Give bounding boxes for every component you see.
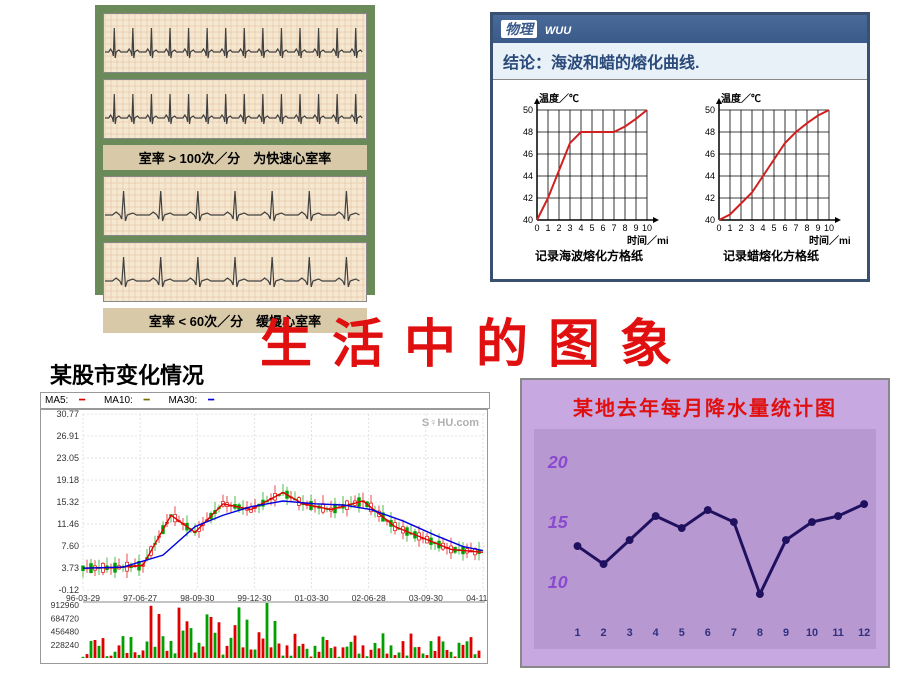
svg-text:2: 2 xyxy=(738,223,743,233)
svg-text:10: 10 xyxy=(824,223,834,233)
physics-body: 012345678910404244464850温度／℃时间／min 记录海波熔… xyxy=(493,80,867,279)
rainfall-title: 某地去年每月降水量统计图 xyxy=(534,392,876,421)
svg-text:7: 7 xyxy=(731,627,737,639)
svg-text:19.18: 19.18 xyxy=(56,475,79,485)
ecg-label-fast: 室率 > 100次／分 为快速心室率 xyxy=(103,145,367,170)
svg-text:时间／min: 时间／min xyxy=(627,234,669,245)
svg-text:228240: 228240 xyxy=(51,640,80,650)
svg-text:6: 6 xyxy=(705,627,711,639)
svg-text:2: 2 xyxy=(601,627,607,639)
physics-header: 物理 WUU xyxy=(493,15,867,43)
rainfall-chart: 101520123456789101112 xyxy=(534,429,876,649)
stock-panel: 某股市变化情况 MA5: ━ MA10: ━ MA30: ━ S♀HU.com-… xyxy=(40,358,490,658)
svg-text:9: 9 xyxy=(783,627,789,639)
ecg-strip-fast-2 xyxy=(103,79,367,139)
ecg-panel: 室率 > 100次／分 为快速心室率 室率 < 60次／分 缓慢心室率 xyxy=(95,5,375,295)
physics-panel: 物理 WUU 结论：海波和蜡的熔化曲线. 0123456789104042444… xyxy=(490,12,870,282)
caption-left: 记录海波熔化方格纸 xyxy=(535,247,643,264)
legend-ma30: MA30: ━ xyxy=(168,395,222,406)
svg-text:6: 6 xyxy=(782,223,787,233)
svg-text:7.60: 7.60 xyxy=(61,541,79,551)
ecg-wave-icon xyxy=(104,80,366,138)
svg-text:44: 44 xyxy=(705,171,715,181)
svg-text:44: 44 xyxy=(523,171,533,181)
svg-text:6: 6 xyxy=(600,223,605,233)
svg-text:4: 4 xyxy=(578,223,583,233)
svg-text:8: 8 xyxy=(804,223,809,233)
svg-text:50: 50 xyxy=(705,105,715,115)
svg-text:40: 40 xyxy=(523,215,533,225)
rainfall-panel: 某地去年每月降水量统计图 101520123456789101112 xyxy=(520,378,890,668)
svg-text:1: 1 xyxy=(545,223,550,233)
site-label: WUU xyxy=(545,25,571,37)
legend-ma10: MA10: ━ xyxy=(104,395,158,406)
svg-text:3: 3 xyxy=(567,223,572,233)
subject-tag: 物理 xyxy=(501,20,537,38)
svg-text:温度／℃: 温度／℃ xyxy=(539,92,579,105)
svg-text:42: 42 xyxy=(523,193,533,203)
svg-text:0: 0 xyxy=(716,223,721,233)
svg-text:42: 42 xyxy=(705,193,715,203)
svg-text:4: 4 xyxy=(760,223,765,233)
svg-text:3: 3 xyxy=(749,223,754,233)
ecg-strip-slow-1 xyxy=(103,176,367,236)
melting-chart-left: 0123456789 10 40 42 44 46 48 50 温度／℃ 时间／min 记录海波熔… xyxy=(509,90,669,269)
svg-text:0: 0 xyxy=(534,223,539,233)
line-chart-icon: 101520123456789101112 xyxy=(534,429,876,649)
svg-text:时间／min: 时间／min xyxy=(809,234,851,245)
svg-text:7: 7 xyxy=(793,223,798,233)
svg-text:10: 10 xyxy=(806,627,818,639)
physics-subtitle: 结论：海波和蜡的熔化曲线. xyxy=(493,43,867,80)
legend-ma5: MA5: ━ xyxy=(45,395,93,406)
svg-text:15.32: 15.32 xyxy=(56,497,79,507)
stock-title: 某股市变化情况 xyxy=(40,358,490,390)
svg-text:4: 4 xyxy=(653,627,659,639)
svg-text:48: 48 xyxy=(705,127,715,137)
ecg-wave-icon xyxy=(104,14,366,72)
svg-text:15: 15 xyxy=(548,512,569,532)
svg-text:11.46: 11.46 xyxy=(57,519,79,529)
stock-legend: MA5: ━ MA10: ━ MA30: ━ xyxy=(40,392,490,409)
svg-text:温度／℃: 温度／℃ xyxy=(721,92,761,105)
svg-text:48: 48 xyxy=(523,127,533,137)
svg-text:8: 8 xyxy=(622,223,627,233)
svg-text:1: 1 xyxy=(727,223,732,233)
svg-text:3: 3 xyxy=(627,627,633,639)
svg-text:2: 2 xyxy=(556,223,561,233)
caption-right: 记录蜡熔化方格纸 xyxy=(723,247,819,264)
chart-icon: 0123456789 10 40 42 44 46 48 50 温度／℃ 时间／min xyxy=(509,90,669,245)
svg-text:1: 1 xyxy=(574,627,580,639)
svg-text:5: 5 xyxy=(589,223,594,233)
ecg-wave-icon xyxy=(104,243,366,301)
ecg-wave-icon xyxy=(104,177,366,235)
svg-text:912960: 912960 xyxy=(51,600,80,610)
svg-text:9: 9 xyxy=(633,223,638,233)
svg-text:30.77: 30.77 xyxy=(56,409,79,419)
svg-text:10: 10 xyxy=(642,223,652,233)
svg-text:9: 9 xyxy=(815,223,820,233)
stock-chart-icon: S♀HU.com-0.123.737.6011.4615.3219.1823.0… xyxy=(40,409,488,664)
svg-text:23.05: 23.05 xyxy=(56,453,79,463)
svg-text:46: 46 xyxy=(705,149,715,159)
melting-chart-right: 0123456789 10 40 42 44 46 48 50 温度／℃ 时间／min 记录蜡熔化… xyxy=(691,90,851,269)
svg-text:20: 20 xyxy=(547,452,568,472)
svg-text:12: 12 xyxy=(858,627,870,639)
chart-icon: 0123456789 10 40 42 44 46 48 50 温度／℃ 时间／min xyxy=(691,90,851,245)
svg-text:S♀HU.com: S♀HU.com xyxy=(422,417,479,429)
svg-text:684720: 684720 xyxy=(51,613,80,623)
svg-text:46: 46 xyxy=(523,149,533,159)
svg-text:50: 50 xyxy=(523,105,533,115)
svg-text:11: 11 xyxy=(832,627,843,639)
svg-text:10: 10 xyxy=(548,572,568,592)
svg-text:40: 40 xyxy=(705,215,715,225)
svg-text:7: 7 xyxy=(611,223,616,233)
ecg-strip-fast-1 xyxy=(103,13,367,73)
ecg-strip-slow-2 xyxy=(103,242,367,302)
svg-text:456480: 456480 xyxy=(51,627,80,637)
svg-text:8: 8 xyxy=(757,627,763,639)
svg-text:5: 5 xyxy=(771,223,776,233)
svg-text:3.73: 3.73 xyxy=(61,563,79,573)
svg-text:26.91: 26.91 xyxy=(56,431,79,441)
svg-text:5: 5 xyxy=(679,627,685,639)
